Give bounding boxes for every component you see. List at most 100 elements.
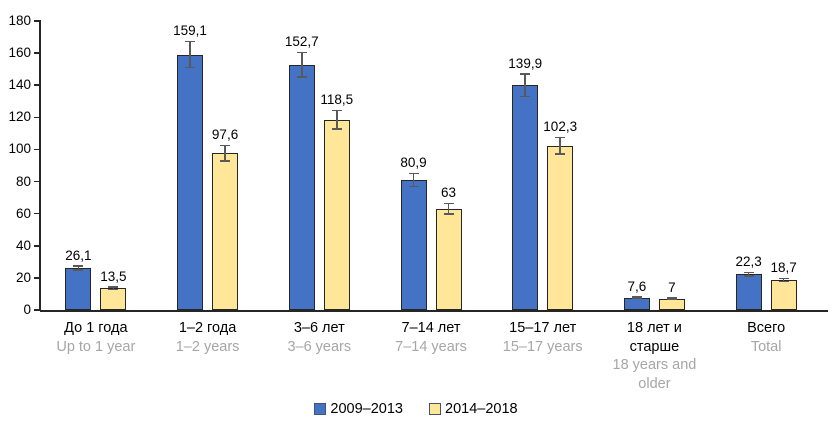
legend-swatch-2009-2013 — [314, 403, 327, 415]
error-bar-cap-bottom — [520, 95, 531, 98]
error-bar-line — [112, 287, 115, 290]
category-label-en: Total — [750, 338, 782, 355]
y-tick-label: 60 — [15, 205, 31, 221]
y-tick-mark — [34, 245, 40, 247]
bar-2014–2018 — [435, 208, 462, 310]
category-label: 3–6 лет 3–6 years — [271, 319, 367, 356]
error-bar-cap-top — [408, 172, 419, 175]
error-bar-cap-bottom — [408, 185, 419, 188]
value-label: 80,9 — [400, 155, 427, 171]
category-label: 1–2 года 1–2 years — [160, 319, 256, 356]
error-bar-cap-bottom — [220, 160, 231, 162]
y-axis-line — [39, 20, 41, 311]
error-bar-cap-top — [296, 51, 307, 54]
error-bar-cap-bottom — [743, 275, 754, 277]
error-bar-cap-top — [185, 40, 196, 43]
error-bar-line — [782, 278, 785, 282]
bar-2009–2013 — [65, 268, 92, 310]
error-bar-line — [189, 41, 191, 68]
y-tick-mark — [34, 148, 40, 151]
error-bar-line — [447, 203, 450, 214]
value-label: 63 — [440, 185, 457, 201]
category-label-ru: 7–14 лет — [401, 320, 461, 336]
y-tick-label: 180 — [8, 13, 31, 28]
error-bar-cap-bottom — [778, 280, 789, 283]
error-bar-line — [336, 110, 338, 130]
y-tick-label: 80 — [15, 173, 31, 189]
bar-2009–2013 — [512, 85, 539, 310]
error-bar-line — [559, 137, 561, 154]
error-bar-cap-bottom — [73, 269, 84, 271]
y-tick-label: 20 — [15, 269, 31, 285]
error-bar-cap-top — [331, 109, 342, 112]
category-label: Всего Total — [718, 319, 814, 356]
y-tick-mark — [34, 52, 40, 54]
error-bar-line — [224, 145, 226, 162]
category-label-en: 1–2 years — [175, 338, 240, 355]
x-axis-line — [40, 310, 828, 312]
bar-2014–2018 — [770, 279, 797, 310]
legend-item-2009-2013: 2009–2013 — [314, 401, 403, 417]
value-label: 139,9 — [508, 55, 543, 71]
legend-swatch-2014-2018 — [429, 403, 441, 415]
bar-2014–2018 — [100, 288, 127, 310]
error-bar-cap-bottom — [443, 213, 454, 215]
error-bar-line — [412, 173, 415, 187]
y-tick-label: 0 — [23, 302, 31, 317]
bar-2009–2013 — [177, 54, 204, 310]
category-label-en: 15–17 years — [502, 338, 583, 355]
category-label-en: 7–14 years — [395, 338, 467, 355]
error-bar-cap-bottom — [185, 66, 196, 69]
bar-2014–2018 — [658, 298, 685, 310]
y-tick-mark — [34, 309, 40, 311]
error-bar-cap-bottom — [108, 288, 119, 291]
category-label-en: Up to 1 year — [56, 338, 136, 355]
y-tick-mark — [34, 212, 40, 215]
bar-2014–2018 — [547, 145, 574, 310]
legend: 2009–2013 2014–2018 — [0, 401, 832, 417]
error-bar-cap-bottom — [331, 128, 342, 130]
error-bar-cap-bottom — [631, 297, 642, 300]
category-label: 15–17 лет 15–17 years — [495, 319, 591, 356]
error-bar-line — [747, 272, 750, 276]
error-bar-cap-top — [666, 297, 677, 299]
category-label: До 1 года Up to 1 year — [48, 319, 144, 356]
y-tick-mark — [34, 277, 40, 279]
y-tick-label: 160 — [8, 45, 31, 61]
y-tick-mark — [34, 116, 40, 119]
category-label-ru: 18 лет и старше — [626, 320, 682, 355]
category-label-ru: 15–17 лет — [509, 320, 577, 336]
value-label: 102,3 — [543, 119, 578, 135]
y-tick-label: 140 — [8, 77, 31, 93]
error-bar-cap-bottom — [555, 153, 566, 155]
category-label-ru: До 1 года — [64, 320, 128, 336]
category-label-ru: Всего — [747, 320, 786, 336]
value-label: 118,5 — [320, 91, 354, 107]
bar-2009–2013 — [288, 64, 315, 310]
error-bar-cap-top — [520, 73, 531, 75]
bar-2014–2018 — [212, 153, 239, 310]
category-label: 7–14 лет 7–14 years — [383, 319, 479, 356]
error-bar-cap-top — [73, 265, 84, 267]
value-label: 7,6 — [627, 278, 647, 294]
value-label: 26,1 — [65, 247, 92, 263]
error-bar-line — [524, 74, 526, 97]
legend-item-2014-2018: 2014–2018 — [429, 401, 518, 417]
bar-2009–2013 — [623, 297, 650, 310]
bar-2014–2018 — [323, 119, 350, 310]
error-bar-cap-top — [443, 202, 454, 205]
category-label-en: 18 years and older — [612, 357, 697, 392]
y-tick-label: 100 — [8, 141, 31, 157]
error-bar-cap-top — [743, 271, 754, 274]
value-label: 159,1 — [173, 23, 207, 39]
y-tick-mark — [34, 84, 40, 86]
error-bar-cap-top — [108, 286, 119, 288]
error-bar-line — [301, 52, 303, 78]
error-bar-cap-bottom — [296, 76, 307, 78]
legend-label-2009-2013: 2009–2013 — [330, 401, 403, 417]
y-tick-mark — [34, 20, 40, 22]
value-label: 7 — [668, 279, 676, 295]
error-bar-cap-top — [555, 136, 566, 139]
category-label-en: 3–6 years — [287, 338, 352, 355]
